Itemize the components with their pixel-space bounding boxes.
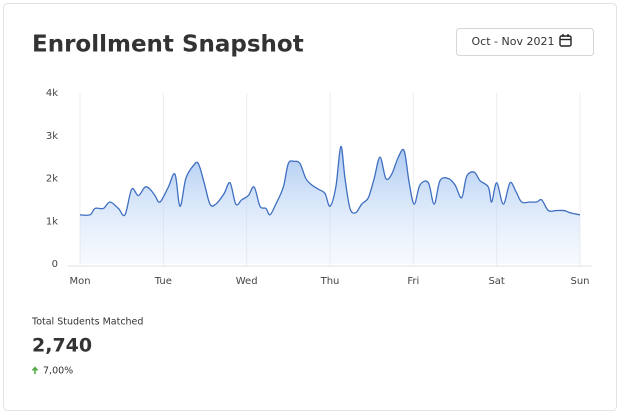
up-arrow	[31, 366, 39, 374]
plot: 0 1k 2k 3k 4k Mon Tue Wed Thu Fri Sat Sun	[46, 88, 592, 287]
date-picker[interactable]: Oct - Nov 2021	[456, 28, 594, 56]
line	[79, 145, 581, 217]
summary-value: 2,740	[32, 335, 92, 357]
x-tick-label: Wed	[236, 276, 258, 287]
calendar-icon[interactable]	[559, 34, 572, 47]
summary-change: 7,00%	[43, 366, 73, 377]
x-tick-label: Sat	[488, 276, 504, 287]
summary-label: Total Students Matched	[31, 317, 143, 328]
x-tick-label: Tue	[154, 276, 172, 287]
area	[80, 146, 580, 264]
x-tick-label: Sun	[570, 276, 589, 287]
y-tick-label: 2k	[46, 174, 58, 185]
y-tick-label: 0	[52, 259, 58, 270]
chart-title: Enrollment Snapshot	[32, 32, 304, 58]
x-tick-label: Mon	[69, 276, 90, 287]
y-tick-label: 4k	[46, 88, 58, 99]
x-tick-label: Fri	[407, 276, 419, 287]
y-tick-label: 3k	[46, 131, 58, 142]
date-range[interactable]: Oct - Nov 2021	[472, 35, 555, 48]
date-button[interactable]	[456, 28, 594, 56]
y-tick-label: 1k	[46, 216, 58, 227]
x-tick-label: Thu	[320, 276, 340, 287]
